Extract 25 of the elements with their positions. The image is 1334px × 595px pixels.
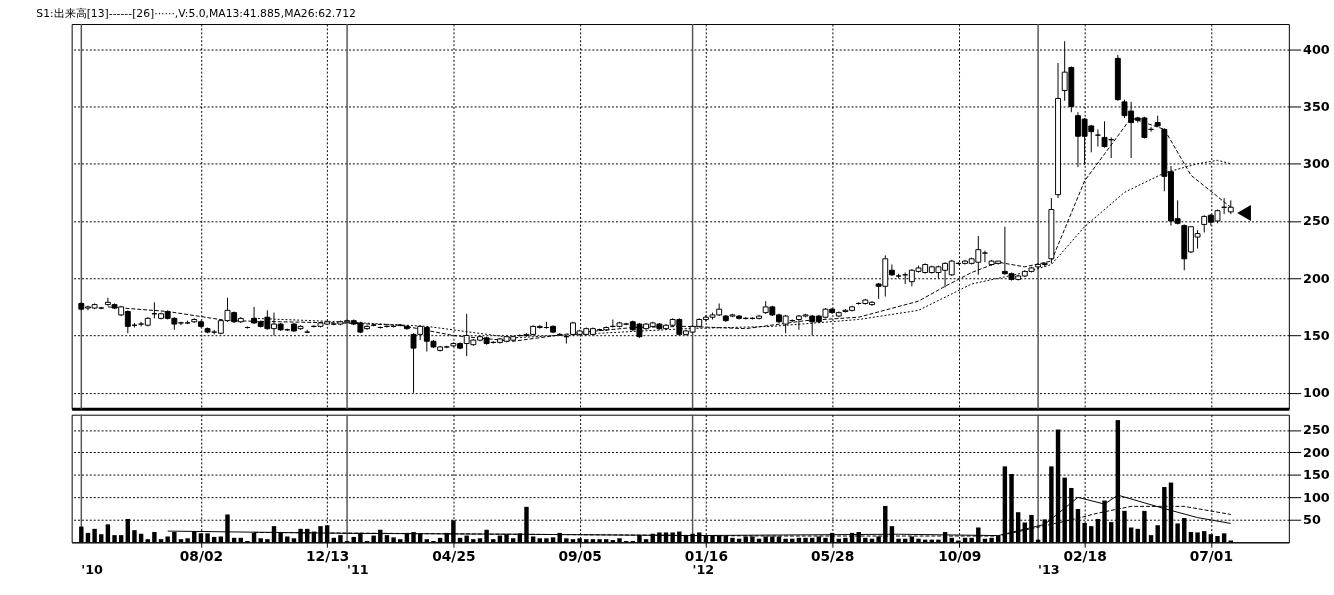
y-tick-label: 400	[1303, 41, 1330, 57]
x-tick-label: 09/05	[558, 548, 602, 565]
y-tick-label: 250	[1303, 213, 1330, 229]
x-tick-label: 04/25	[432, 548, 476, 565]
y-tick-label: 200	[1303, 270, 1330, 286]
y-tick-label: 200	[1303, 444, 1330, 460]
y-tick-label: 100	[1303, 385, 1330, 401]
x-tick-label: 02/18	[1063, 548, 1107, 565]
text: '13	[1038, 561, 1060, 577]
y-tick-label: 250	[1303, 422, 1330, 438]
y-tick-label: 300	[1303, 156, 1330, 172]
x-tick-label: 12/13	[306, 548, 350, 565]
y-tick-label: 150	[1303, 467, 1330, 483]
text: '11	[347, 561, 369, 577]
x-tick-label: 08/02	[179, 548, 224, 565]
y-tick-label: 100	[1303, 489, 1330, 505]
x-tick-label: 01/16	[684, 548, 728, 565]
y-tick-label: 50	[1303, 512, 1321, 528]
x-tick-label: 05/28	[810, 548, 855, 565]
y-tick-label: 150	[1303, 327, 1330, 343]
chart-title: S1:出来高[13]------[26]······,V:5.0,MA13:41.885,MA26:62.712	[36, 7, 356, 21]
x-tick-label: 07/01	[1189, 548, 1233, 565]
text: '10	[81, 561, 104, 577]
y-tick-label: 350	[1303, 98, 1330, 114]
x-tick-label: 10/09	[938, 548, 982, 565]
